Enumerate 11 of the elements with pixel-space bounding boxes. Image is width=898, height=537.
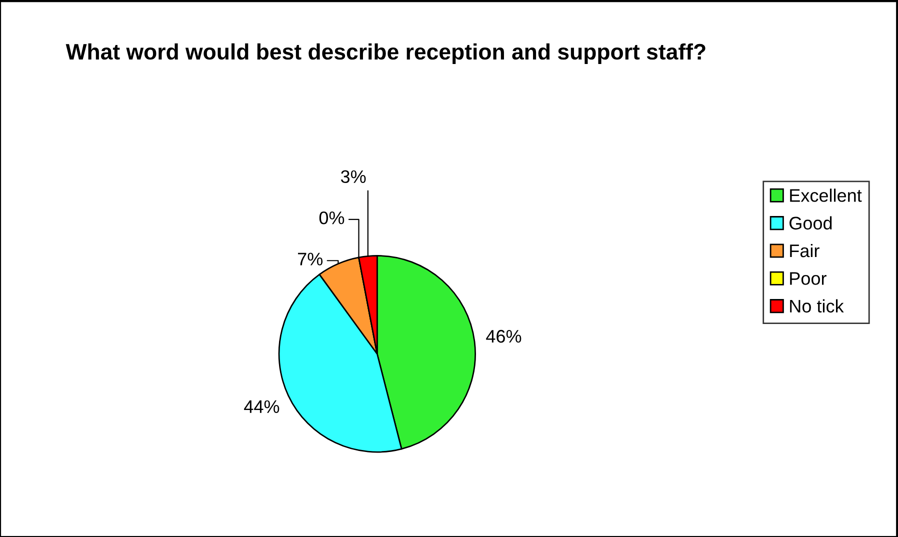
legend-label: Fair [790, 244, 820, 258]
text: 0% [319, 211, 344, 224]
legend-label: No tick [790, 299, 844, 313]
legend-label: Good [790, 216, 832, 230]
chart-title: What word would best describe reception and support staff? [66, 43, 706, 64]
data-label: 7% [298, 252, 323, 266]
data-label: 3% [340, 170, 366, 184]
legend-label: Excellent [790, 188, 862, 202]
data-label: 46% [486, 330, 522, 343]
legend-label: Poor [790, 272, 826, 285]
data-label: 44% [244, 400, 280, 413]
